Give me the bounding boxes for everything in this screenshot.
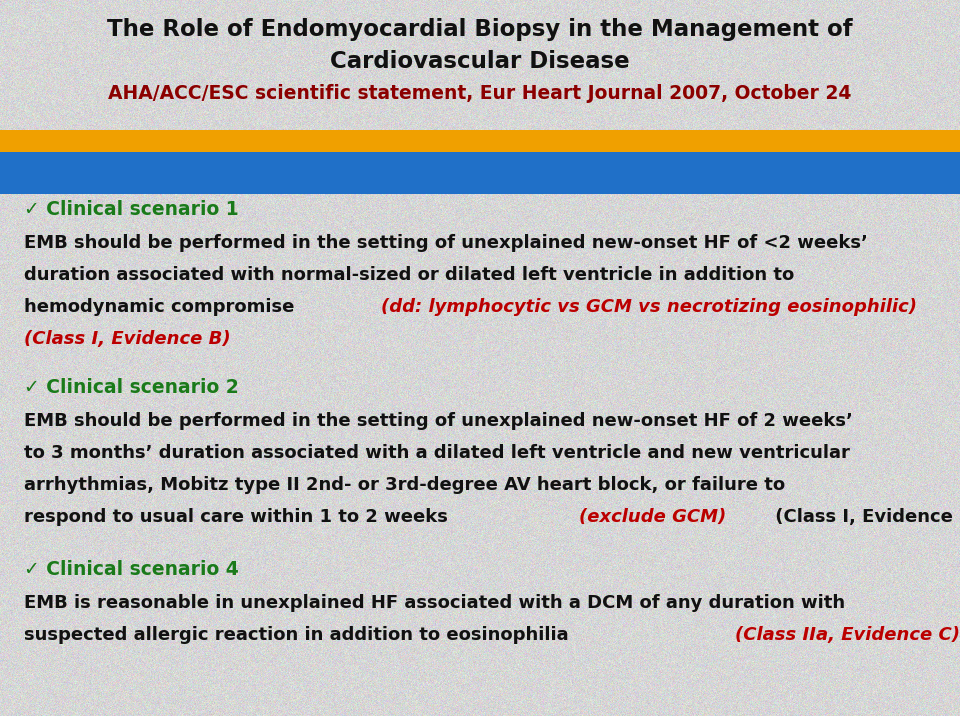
Text: Cardiovascular Disease: Cardiovascular Disease bbox=[330, 50, 630, 73]
Text: EMB is reasonable in unexplained HF associated with a DCM of any duration with: EMB is reasonable in unexplained HF asso… bbox=[24, 594, 845, 612]
Text: ✓ Clinical scenario 1: ✓ Clinical scenario 1 bbox=[24, 200, 239, 219]
Text: (Class IIa, Evidence C): (Class IIa, Evidence C) bbox=[734, 626, 960, 644]
Text: duration associated with normal-sized or dilated left ventricle in addition to: duration associated with normal-sized or… bbox=[24, 266, 794, 284]
Text: (dd: lymphocytic vs GCM vs necrotizing eosinophilic): (dd: lymphocytic vs GCM vs necrotizing e… bbox=[381, 298, 917, 316]
Text: suspected allergic reaction in addition to eosinophilia: suspected allergic reaction in addition … bbox=[24, 626, 575, 644]
Bar bbox=[0, 152, 960, 194]
Text: ✓ Clinical scenario 4: ✓ Clinical scenario 4 bbox=[24, 560, 239, 579]
Text: arrhythmias, Mobitz type II 2nd- or 3rd-degree AV heart block, or failure to: arrhythmias, Mobitz type II 2nd- or 3rd-… bbox=[24, 476, 785, 494]
Text: (Class I, Evidence B): (Class I, Evidence B) bbox=[24, 330, 230, 348]
Text: AHA/ACC/ESC scientific statement, Eur Heart Journal 2007, October 24: AHA/ACC/ESC scientific statement, Eur He… bbox=[108, 84, 852, 103]
Text: The Role of Endomyocardial Biopsy in the Management of: The Role of Endomyocardial Biopsy in the… bbox=[108, 18, 852, 41]
Text: to 3 months’ duration associated with a dilated left ventricle and new ventricul: to 3 months’ duration associated with a … bbox=[24, 444, 850, 462]
Bar bbox=[0, 130, 960, 152]
Text: EMB should be performed in the setting of unexplained new-onset HF of <2 weeks’: EMB should be performed in the setting o… bbox=[24, 234, 868, 252]
Text: ✓ Clinical scenario 2: ✓ Clinical scenario 2 bbox=[24, 378, 239, 397]
Text: hemodynamic compromise: hemodynamic compromise bbox=[24, 298, 300, 316]
Text: (exclude GCM): (exclude GCM) bbox=[579, 508, 727, 526]
Text: (Class I, Evidence B): (Class I, Evidence B) bbox=[769, 508, 960, 526]
Text: EMB should be performed in the setting of unexplained new-onset HF of 2 weeks’: EMB should be performed in the setting o… bbox=[24, 412, 852, 430]
Text: respond to usual care within 1 to 2 weeks: respond to usual care within 1 to 2 week… bbox=[24, 508, 454, 526]
